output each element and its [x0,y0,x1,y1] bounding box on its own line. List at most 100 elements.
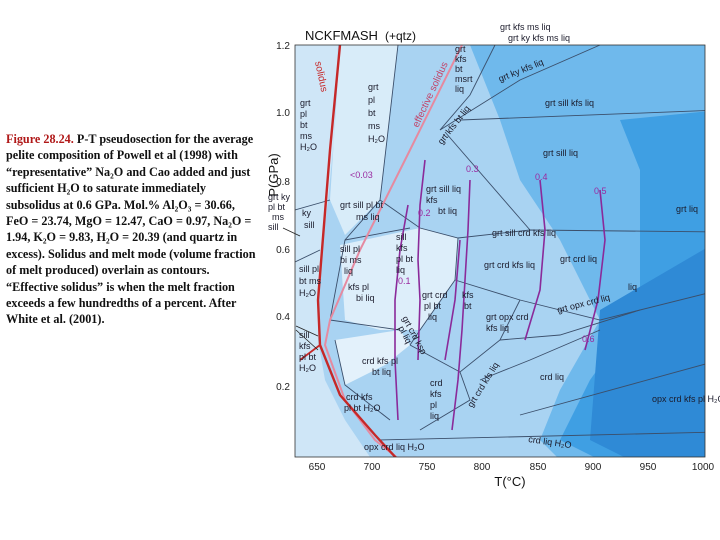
y-tick-1-2: 1.2 [276,41,290,52]
field-boundaries [295,45,705,441]
field-crd-kfs-pl-bt-h2o: crd kfs pl bt H₂O [344,392,381,413]
field-line: kfs [396,243,408,253]
contour-label-02: 0.2 [418,208,431,218]
contour-label-06: 0.6 [582,334,595,344]
field-opx-crd-liq: crd liq [540,372,564,382]
field-line: ms [300,131,312,141]
x-tick-650: 650 [309,462,326,473]
field-grt-sill-liq: grt sill liq [543,148,578,158]
field-line: bt [368,108,376,118]
field-line: ms [368,121,380,131]
field-grt-sill-kfs-bt-liq: grt sill liq kfs bt liq [426,184,461,216]
field-line: kfs [426,195,438,205]
field-sill-pl-bi-ms-liq: sill pl bi ms liq [340,244,362,276]
field-line: crd kfs pl [362,356,398,366]
field-line: sill [268,222,279,232]
field-line: liq [430,411,439,421]
field-grt-crd-kfs-liq: grt crd kfs liq [484,260,535,270]
field-grt-kfs-ms-liq: grt kfs ms liq [500,22,551,32]
system-label: NCKFMASH [305,28,378,43]
x-tick-700: 700 [364,462,381,473]
field-line: bt ms [299,276,322,286]
field-line: grt sill pl bt [340,200,384,210]
field-line: liq [344,266,353,276]
field-line: kfs [455,54,467,64]
field-liq-right: liq [628,282,637,292]
x-axis-label: T(°C) [494,474,525,489]
field-line: bt [300,120,308,130]
contour-label-04: 0.4 [535,172,548,182]
y-tick-0-8: 0.8 [276,177,290,188]
field-line: pl bt [396,254,414,264]
field-light-pocket [340,228,458,330]
field-line: liq [396,265,405,275]
plot-frame [294,44,706,458]
figure-label: Figure 28.24. [6,132,74,146]
field-line: msrt [455,74,473,84]
field-line: bt [455,64,463,74]
field-line: ky [302,208,312,218]
field-line: sill [299,330,310,340]
caption-text: P-T pseudosection for the average pelite… [6,132,256,327]
field-line: bi ms [340,255,362,265]
field-line: grt crd [422,290,448,300]
x-tick-850: 850 [530,462,547,473]
field-line: ms [272,212,284,222]
y-tick-0-6: 0.6 [276,245,290,256]
field-line: kfs [299,341,311,351]
field-line: ms liq [356,212,380,222]
contour-label-03: 0.3 [466,164,479,174]
field-grt-opx-crd-kfs-liq: grt opx crd kfs liq [486,312,529,333]
y-tick-0-2: 0.2 [276,382,290,393]
qtz-label: (+qtz) [385,29,416,43]
contour-label-01: 0.1 [398,276,411,286]
y-axis-label: P(GPa) [266,153,281,196]
field-grt-sill-crd-kfs-liq: grt sill crd kfs liq [492,228,556,238]
contour-label-lt003: <0.03 [350,170,373,180]
y-axis-ticks: 1.2 1.0 0.8 0.6 0.4 0.2 [276,41,290,393]
field-grt-liq: grt liq [676,204,698,214]
melt-contours [394,159,606,431]
field-line: pl [368,95,375,105]
field-line: crd kfs [346,392,373,402]
field-line: pl [300,109,307,119]
field-line: grt [368,82,379,92]
field-line: sill [304,220,315,230]
field-line: sill pl [299,264,319,274]
field-line: kfs liq [486,323,509,333]
contour-label-05: 0.5 [594,186,607,196]
y-tick-0-4: 0.4 [276,312,290,323]
field-grt-ky-kfs-ms-liq: grt ky kfs ms liq [508,33,570,43]
field-line: H₂O [300,142,317,152]
field-line: pl bt [268,202,286,212]
field-grt-sill-kfs-liq-top: grt sill kfs liq [545,98,594,108]
field-grt-pl-bt-ms-h2o-left: grt pl bt ms H₂O [300,98,317,152]
solidus-curve-lower [299,344,321,361]
effective-solidus-curve [323,45,463,457]
field-crd-kfs-pl-bt-liq: crd kfs pl bt liq [362,356,398,377]
x-tick-750: 750 [419,462,436,473]
field-crd-kfs-pl-bt-liq-2: crd kfs pl liq [430,378,443,421]
field-line: pl bt [424,301,442,311]
field-sill-kfs-pl-bt-liq: sill kfs pl bt liq [396,232,414,275]
field-kfs-pl-bt-bi-liq: kfs pl bi liq [348,282,375,303]
x-axis-ticks: 650 700 750 800 850 900 950 1000 [309,462,715,473]
field-ky-sill: ky sill [302,208,315,230]
field-line: pl [430,400,437,410]
field-line: sill pl [340,244,360,254]
field-line: grt opx crd [486,312,529,322]
y-tick-1-0: 1.0 [276,108,290,119]
field-line: crd [430,378,443,388]
field-grt-pl-bt-ms-h2o: grt pl bt ms H₂O [368,82,385,144]
field-grt-sill-pl-bt-ms-liq: grt sill pl bt ms liq [340,200,384,222]
field-line: H₂O [368,134,385,144]
field-light-pocket-2 [335,330,410,385]
field-crd-liq: opx crd kfs pl H₂O [652,394,720,404]
x-tick-950: 950 [640,462,657,473]
field-line: H₂O [299,288,316,298]
field-grt-crd-liq: grt crd liq [560,254,597,264]
field-line: kfs [430,389,442,399]
field-line: liq [455,84,464,94]
field-line: bt liq [438,206,457,216]
field-line: grt sill liq [426,184,461,194]
